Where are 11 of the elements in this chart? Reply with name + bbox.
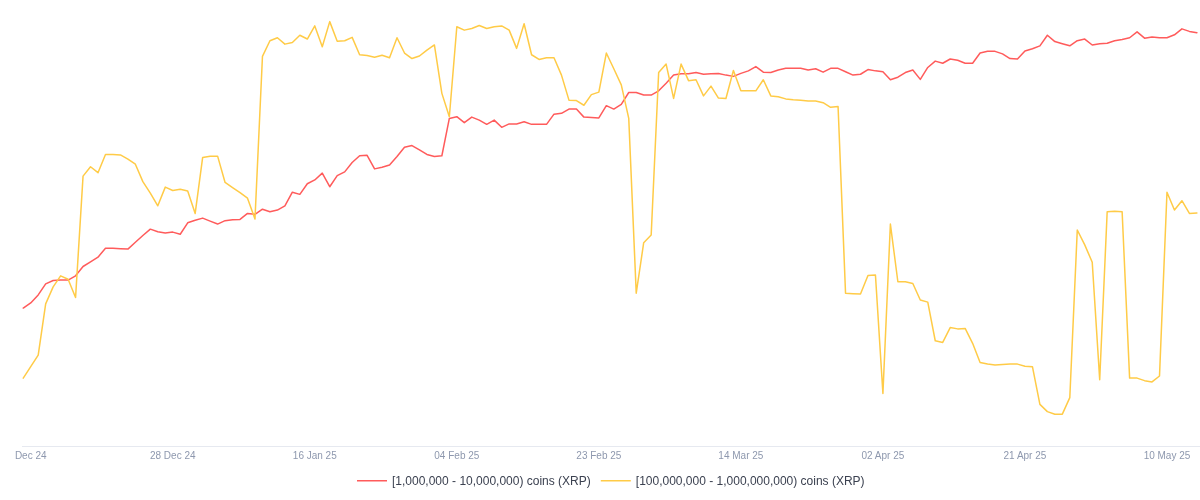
x-tick-label: 28 Dec 24 <box>149 450 196 461</box>
x-tick-label: 04 Feb 25 <box>434 450 480 461</box>
x-tick-label: 21 Apr 25 <box>1003 450 1047 461</box>
x-tick-label: 14 Mar 25 <box>718 450 764 461</box>
x-tick-label: 10 May 25 <box>1143 450 1191 461</box>
x-tick-label: 16 Jan 25 <box>292 450 338 461</box>
legend-label: [1,000,000 - 10,000,000) coins (XRP) <box>392 474 591 489</box>
x-tick-label: 23 Feb 25 <box>576 450 622 461</box>
x-tick-label: 02 Apr 25 <box>861 450 905 461</box>
x-tick-label: Dec 24 <box>14 450 47 461</box>
legend-label: [100,000,000 - 1,000,000,000) coins (XRP) <box>635 474 865 489</box>
